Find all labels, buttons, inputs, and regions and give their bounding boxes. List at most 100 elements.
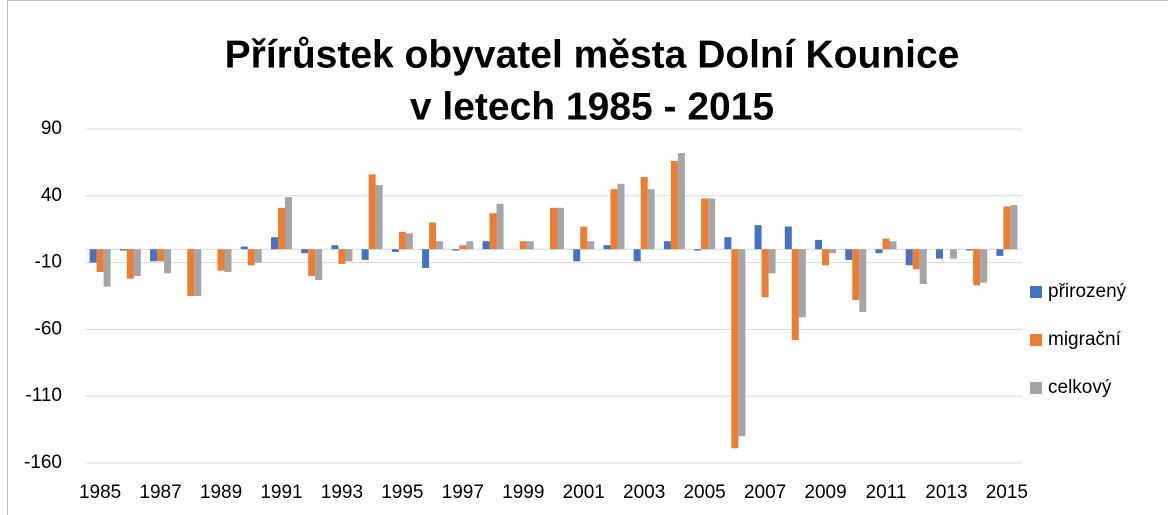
y-tick-label: -160 [24,452,62,473]
legend-label: celkový [1048,377,1112,398]
bar [754,225,762,250]
bar [966,249,974,251]
bar [724,237,732,250]
bar [882,238,890,250]
y-tick-label: 40 [41,185,62,206]
bar [429,222,437,250]
bar [694,249,702,251]
bar [466,241,474,250]
bar [791,249,799,341]
bar [708,198,716,250]
bar [859,249,867,313]
x-tick-label: 1991 [260,482,302,503]
x-tick-label: 1995 [381,482,423,503]
x-tick-label: 2003 [623,482,665,503]
y-tick-label: -110 [25,385,62,406]
bar [331,245,339,250]
legend-swatch [1030,382,1042,394]
bar [973,249,981,286]
bar [647,189,655,250]
x-tick-label: 1987 [139,482,181,503]
bar [822,249,830,266]
y-tick-label: -60 [35,318,62,339]
legend-label: migrační [1048,329,1122,350]
bar [845,249,853,260]
bar [157,249,165,262]
x-tick-label: 2015 [986,482,1028,503]
bar [731,249,739,449]
legend-label: přirozený [1048,281,1127,302]
bar [126,249,134,279]
bar [391,249,399,252]
bar [224,249,232,272]
bar [194,249,202,296]
bar [912,249,920,270]
bar [852,249,860,301]
bar [301,249,309,254]
bar [573,249,581,262]
bar [677,153,685,250]
x-tick-label: 2013 [925,482,967,503]
bar [217,249,225,271]
bar [550,207,557,250]
bar [610,189,618,250]
bar [133,249,141,276]
chart-title: v letech 1985 - 2015 [410,85,774,128]
bar [670,161,678,250]
bar [905,249,913,266]
bar [798,249,806,318]
bar [345,249,353,262]
bar [284,197,292,250]
bar [580,226,588,250]
bar [96,249,104,272]
bar [308,249,316,276]
bar [701,198,709,250]
bar [375,185,383,250]
bar [187,249,195,296]
bar [640,177,648,250]
x-tick-label: 1997 [442,482,484,503]
bar [617,183,625,250]
chart-title: Přírůstek obyvatel města Dolní Kounice [225,33,960,76]
bar [247,249,255,266]
bar [829,249,837,254]
bar [150,249,158,262]
bar [436,241,444,250]
chart-frame [7,0,1168,515]
bar [761,249,769,298]
bar [815,239,823,250]
bar [496,203,504,250]
bar [889,241,897,250]
bar [935,249,943,259]
x-tick-label: 1985 [79,482,121,503]
bar [1003,206,1011,250]
bar [398,231,406,250]
x-tick-label: 1999 [502,482,544,503]
x-tick-label: 2005 [683,482,725,503]
bar [949,249,957,259]
bar [919,249,927,284]
bar [519,241,527,250]
x-tick-label: 2007 [744,482,786,503]
bar [361,249,369,260]
x-tick-label: 2011 [866,482,907,503]
bar [784,226,792,250]
bar [254,249,262,263]
bar [338,249,346,264]
bar [489,213,497,250]
bar [996,249,1004,256]
bar [315,249,323,280]
bar [405,233,413,250]
bar [422,249,430,268]
y-tick-label: -10 [35,252,62,273]
bar [270,237,278,250]
bar [89,249,97,263]
x-tick-label: 2001 [563,482,605,503]
bar [368,174,376,250]
legend-swatch [1030,334,1042,346]
bar [1010,205,1018,250]
bar [768,249,776,274]
bar [240,246,248,250]
bar [738,249,746,437]
